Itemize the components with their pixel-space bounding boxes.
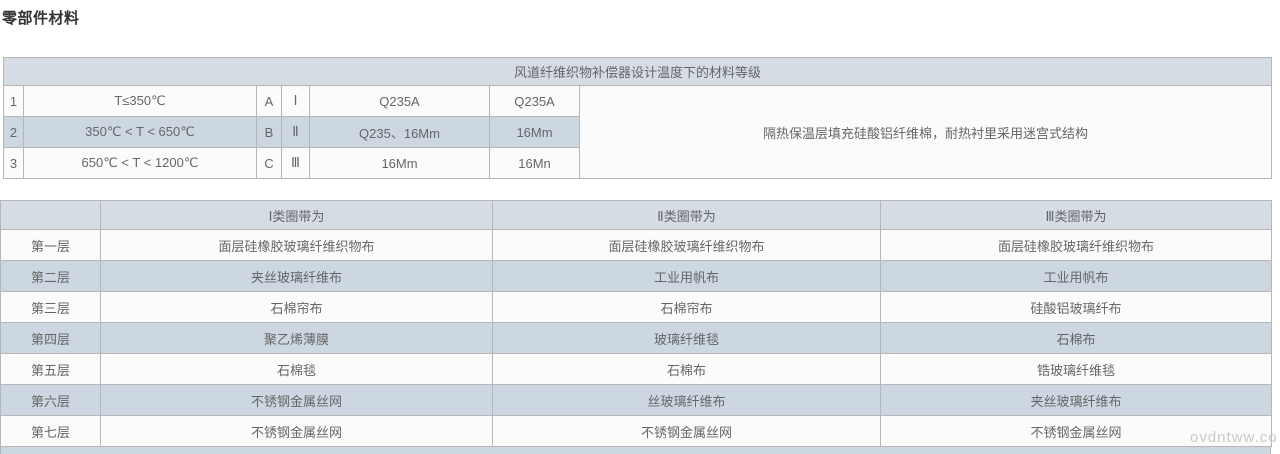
class2-material: 工业用帆布 — [492, 260, 881, 292]
column-header-class1: Ⅰ类圈带为 — [100, 200, 493, 230]
table-row: 第三层 石棉帘布 石棉帘布 硅酸铝玻璃纤布 — [0, 291, 1272, 323]
material-2: 16Mn — [489, 147, 580, 179]
class1-material: 不锈钢金属丝网 — [100, 384, 493, 416]
class2-material: 玻璃纤维毯 — [492, 322, 881, 354]
grade-letter: C — [256, 147, 282, 179]
material-1: 16Mm — [309, 147, 490, 179]
layer-label: 第五层 — [0, 353, 101, 385]
row-number: 2 — [3, 116, 24, 148]
column-header-class2: Ⅱ类圈带为 — [492, 200, 881, 230]
class3-material: 不锈钢金属丝网 — [880, 415, 1272, 447]
class1-material: 不锈钢金属丝网 — [100, 415, 493, 447]
class1-material: 石棉帘布 — [100, 291, 493, 323]
material-grade-table: 风道纤维织物补偿器设计温度下的材料等级 1 T≤350℃ A Ⅰ Q235A Q… — [2, 57, 1273, 179]
class1-material: 石棉毯 — [100, 353, 493, 385]
grade-roman: Ⅲ — [281, 147, 310, 179]
material-1: Q235A — [309, 85, 490, 117]
material-2: 16Mm — [489, 116, 580, 148]
column-header-class3: Ⅲ类圈带为 — [880, 200, 1272, 230]
class3-material: 锆玻璃纤维毯 — [880, 353, 1272, 385]
layer-composition-table: Ⅰ类圈带为 Ⅱ类圈带为 Ⅲ类圈带为 第一层 面层硅橡胶玻璃纤维织物布 面层硅橡胶… — [0, 200, 1272, 447]
class2-material: 面层硅橡胶玻璃纤维织物布 — [492, 229, 881, 261]
table-row: 3 650℃ < T < 1200℃ C Ⅲ 16Mm 16Mn — [3, 147, 1272, 179]
table-row: 第五层 石棉毯 石棉布 锆玻璃纤维毯 — [0, 353, 1272, 385]
cutoff-next-row — [0, 447, 1271, 454]
class2-material: 不锈钢金属丝网 — [492, 415, 881, 447]
class3-material: 面层硅橡胶玻璃纤维织物布 — [880, 229, 1272, 261]
layer-label: 第一层 — [0, 229, 101, 261]
row-number: 1 — [3, 85, 24, 117]
table-row: 第六层 不锈钢金属丝网 丝玻璃纤维布 夹丝玻璃纤维布 — [0, 384, 1272, 416]
class2-material: 石棉帘布 — [492, 291, 881, 323]
temperature-range: T≤350℃ — [23, 85, 257, 117]
class1-material: 夹丝玻璃纤维布 — [100, 260, 493, 292]
class2-material: 石棉布 — [492, 353, 881, 385]
class1-material: 面层硅橡胶玻璃纤维织物布 — [100, 229, 493, 261]
class3-material: 石棉布 — [880, 322, 1272, 354]
layer-label: 第七层 — [0, 415, 101, 447]
grade-letter: B — [256, 116, 282, 148]
table-row: 第七层 不锈钢金属丝网 不锈钢金属丝网 不锈钢金属丝网 — [0, 415, 1272, 447]
corner-cell — [0, 200, 101, 230]
material-2: Q235A — [489, 85, 580, 117]
temperature-range: 350℃ < T < 650℃ — [23, 116, 257, 148]
material-1: Q235、16Mm — [309, 116, 490, 148]
table-row: 第四层 聚乙烯薄膜 玻璃纤维毯 石棉布 — [0, 322, 1272, 354]
class3-material: 硅酸铝玻璃纤布 — [880, 291, 1272, 323]
temperature-range: 650℃ < T < 1200℃ — [23, 147, 257, 179]
grade-letter: A — [256, 85, 282, 117]
grade-roman: Ⅱ — [281, 116, 310, 148]
table-row: 第一层 面层硅橡胶玻璃纤维织物布 面层硅橡胶玻璃纤维织物布 面层硅橡胶玻璃纤维织… — [0, 229, 1272, 261]
class1-material: 聚乙烯薄膜 — [100, 322, 493, 354]
grade-roman: Ⅰ — [281, 85, 310, 117]
layer-label: 第三层 — [0, 291, 101, 323]
row-number: 3 — [3, 147, 24, 179]
class3-material: 工业用帆布 — [880, 260, 1272, 292]
layer-label: 第二层 — [0, 260, 101, 292]
class3-material: 夹丝玻璃纤维布 — [880, 384, 1272, 416]
page-title: 零部件材料 — [2, 10, 80, 27]
layer-label: 第四层 — [0, 322, 101, 354]
insulation-note: 隔热保温层填充硅酸铝纤维棉，耐热衬里采用迷宫式结构 — [578, 85, 1273, 179]
table-row: 2 350℃ < T < 650℃ B Ⅱ Q235、16Mm 16Mm — [3, 116, 1272, 148]
table-row: 1 T≤350℃ A Ⅰ Q235A Q235A 隔热保温层填充硅酸铝纤维棉，耐… — [3, 85, 1273, 179]
table-row: 第二层 夹丝玻璃纤维布 工业用帆布 工业用帆布 — [0, 260, 1272, 292]
material-grade-table-title: 风道纤维织物补偿器设计温度下的材料等级 — [2, 57, 1273, 86]
class2-material: 丝玻璃纤维布 — [492, 384, 881, 416]
layer-label: 第六层 — [0, 384, 101, 416]
